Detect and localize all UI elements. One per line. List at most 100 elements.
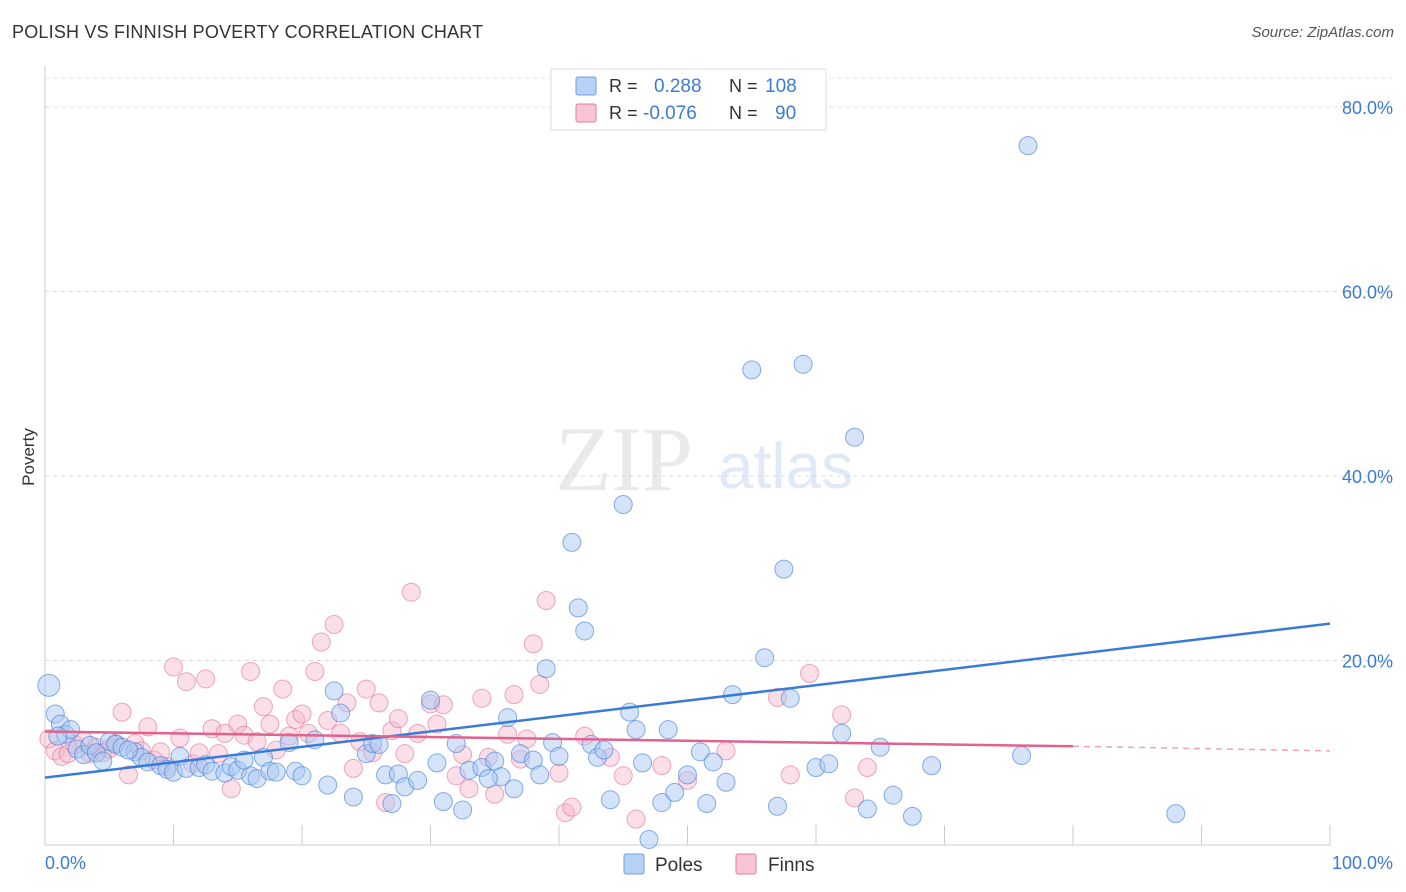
poles-point [536, 659, 556, 679]
poles-point [530, 765, 550, 785]
poles-point [832, 723, 852, 743]
poles-point [549, 746, 569, 766]
finns-n-label: N = [729, 103, 758, 123]
finns-point [536, 591, 556, 611]
poles-point [504, 779, 524, 799]
source-label: Source: ZipAtlas.com [1251, 24, 1394, 41]
series-legend: Poles Finns [623, 853, 814, 876]
finns-point [369, 693, 389, 713]
finns-point [459, 779, 479, 799]
finns-point [164, 657, 183, 677]
stats-legend: R = 0.288 N = 108 R = -0.076 N = 90 [550, 68, 827, 131]
poles-point [742, 360, 762, 380]
poles-point [793, 354, 813, 374]
poles-point [427, 753, 447, 773]
poles-point [633, 753, 653, 773]
poles-point [658, 720, 678, 740]
poles-point [594, 740, 614, 760]
poles-point [902, 806, 922, 826]
poles-points [37, 136, 1186, 849]
poles-point [568, 598, 588, 618]
finns-point [241, 662, 261, 682]
finns-legend-label: Finns [768, 855, 814, 876]
finns-point [395, 744, 415, 764]
y-axis-label: Poverty [19, 428, 38, 486]
watermark-zip: ZIP [555, 408, 693, 510]
poles-point [819, 754, 839, 774]
finns-point [260, 714, 280, 734]
finns-point [311, 632, 331, 652]
finns-point [343, 758, 363, 778]
finns-point [176, 672, 196, 692]
poles-point [767, 796, 787, 816]
x-tick-label: 0.0% [45, 853, 86, 873]
poles-n-label: N = [729, 76, 758, 96]
finns-point [626, 809, 646, 829]
gridlines [45, 77, 1392, 661]
finns-point [800, 663, 820, 683]
poles-point [382, 793, 402, 813]
poles-point [37, 673, 61, 697]
poles-point [324, 681, 344, 701]
finns-point [857, 758, 877, 777]
poles-point [318, 775, 338, 795]
finns-point [292, 704, 312, 724]
poles-point [755, 648, 775, 668]
finns-point [549, 763, 569, 783]
poles-point [697, 793, 717, 813]
poles-n-value: 108 [765, 76, 797, 97]
poles-point [408, 770, 428, 790]
finns-point [119, 765, 139, 785]
poles-point [703, 752, 723, 772]
finns-point [652, 756, 672, 776]
poles-point [266, 762, 286, 782]
finns-point [555, 803, 575, 823]
finns-n-value: 90 [775, 103, 796, 124]
finns-point [780, 765, 800, 785]
trend-lines [44, 622, 1331, 779]
finns-r-value: -0.076 [643, 103, 697, 124]
poles-point [845, 427, 865, 447]
poles-point [780, 688, 800, 708]
finns-point [498, 724, 518, 744]
poles-point [575, 621, 595, 641]
poles-point [93, 751, 113, 771]
poles-point [883, 785, 903, 805]
poles-point [331, 703, 351, 723]
poles-point [421, 690, 440, 710]
poles-point [922, 756, 942, 776]
finns-trend-extension [1072, 745, 1331, 752]
poles-point [292, 766, 312, 786]
poles-point [639, 829, 659, 849]
poles-point [343, 787, 363, 807]
watermark: ZIP atlas [555, 408, 853, 510]
y-tick-label: 40.0% [1342, 467, 1393, 487]
finns-point [356, 679, 376, 699]
poles-point [870, 737, 890, 757]
finns-point [388, 709, 408, 729]
finns-legend-swatch [575, 103, 597, 123]
finns-point [562, 797, 582, 817]
poles-legend-swatch [575, 76, 597, 96]
y-tick-label: 20.0% [1342, 651, 1393, 671]
finns-point [832, 705, 852, 725]
x-tick-labels: 0.0% 100.0% [45, 853, 1393, 873]
poles-legend-box [623, 853, 645, 875]
poles-trend-line [44, 622, 1331, 779]
chart-title: POLISH VS FINNISH POVERTY CORRELATION CH… [12, 22, 484, 42]
poles-point [613, 495, 633, 515]
finns-point [472, 688, 492, 708]
finns-point [613, 766, 633, 786]
finns-point [401, 582, 421, 602]
poles-point [1012, 746, 1032, 766]
y-tick-label: 80.0% [1342, 98, 1393, 118]
poles-point [433, 792, 453, 812]
poles-point [446, 734, 466, 754]
poles-point [562, 532, 582, 552]
poles-point [626, 720, 646, 740]
poles-point [774, 559, 794, 579]
y-tick-label: 60.0% [1342, 282, 1393, 302]
poles-legend-label: Poles [655, 855, 703, 876]
finns-point [504, 685, 524, 705]
